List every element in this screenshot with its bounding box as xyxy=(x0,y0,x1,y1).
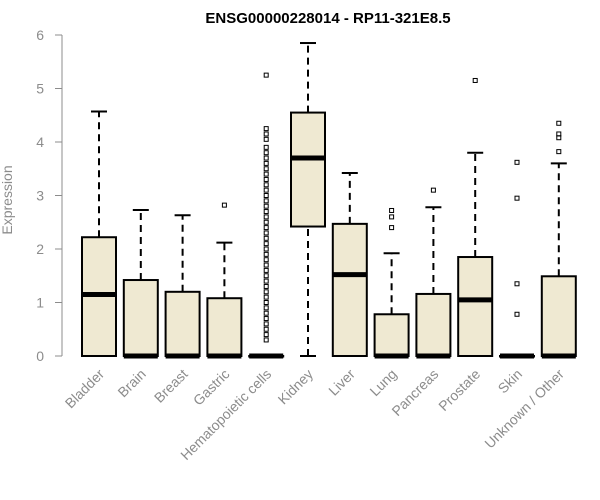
outlier-point xyxy=(263,219,269,225)
outlier-point xyxy=(263,160,269,166)
outlier-point xyxy=(263,310,269,316)
outlier-point xyxy=(263,273,269,279)
boxes-group xyxy=(81,42,577,359)
y-axis-label: Expression xyxy=(0,165,15,234)
box-rect xyxy=(457,256,494,357)
x-tick-label: Breast xyxy=(151,366,191,406)
box-rect xyxy=(415,292,452,358)
outlier-point xyxy=(263,150,269,156)
x-tick-label: Liver xyxy=(325,366,358,399)
outlier-point xyxy=(430,187,436,193)
outlier-point xyxy=(514,195,520,201)
outlier-point xyxy=(389,225,395,231)
y-tick-label: 4 xyxy=(36,134,44,150)
outlier-point xyxy=(263,235,269,241)
box-rect xyxy=(206,297,243,357)
x-tick-label: Skin xyxy=(495,366,526,397)
outlier-point xyxy=(263,230,269,236)
box-prostate xyxy=(457,77,494,357)
outlier-point xyxy=(263,203,269,209)
y-axis: 0 1 2 3 4 5 6 xyxy=(36,27,63,364)
y-tick-label: 2 xyxy=(36,241,44,257)
outlier-point xyxy=(263,214,269,220)
x-tick-label: Prostate xyxy=(435,366,483,414)
x-tick-label: Brain xyxy=(114,366,148,400)
outlier-point xyxy=(263,225,269,231)
outlier-point xyxy=(263,209,269,215)
outlier-point xyxy=(221,202,227,208)
outlier-point xyxy=(389,214,395,220)
box-bladder xyxy=(81,110,117,357)
outlier-point xyxy=(263,332,269,338)
box-pancreas xyxy=(415,187,452,359)
outlier-point xyxy=(263,267,269,273)
box-rect xyxy=(164,290,201,357)
outlier-point xyxy=(263,193,269,198)
y-tick-label: 0 xyxy=(36,348,44,364)
box-rect xyxy=(290,111,326,228)
outlier-point xyxy=(263,166,269,172)
outlier-point xyxy=(514,281,520,287)
x-tick-label: Kidney xyxy=(275,366,317,408)
outlier-point xyxy=(263,262,269,268)
y-tick-label: 1 xyxy=(36,295,44,311)
outlier-point xyxy=(263,182,269,188)
outlier-point xyxy=(263,337,269,343)
y-tick-label: 6 xyxy=(36,27,44,43)
outlier-point xyxy=(263,187,269,193)
box-rect xyxy=(331,222,368,357)
outlier-point xyxy=(263,278,269,284)
box-unknown-other xyxy=(540,120,577,359)
outlier-point xyxy=(263,126,269,132)
x-tick-label: Unknown / Other xyxy=(481,366,567,452)
outlier-point xyxy=(514,311,520,317)
box-hematopoietic-cells xyxy=(248,72,285,359)
outlier-point xyxy=(263,176,269,182)
outlier-point xyxy=(263,136,269,142)
outlier-point xyxy=(472,77,478,83)
outlier-point xyxy=(263,316,269,322)
outlier-point xyxy=(556,149,562,155)
outlier-point xyxy=(556,120,562,126)
outlier-point xyxy=(263,300,269,305)
outlier-point xyxy=(263,321,269,327)
box-liver xyxy=(331,172,368,357)
box-rect xyxy=(540,275,577,357)
outlier-point xyxy=(263,283,269,289)
box-rect xyxy=(373,313,410,357)
box-skin xyxy=(499,159,535,359)
chart-title: ENSG00000228014 - RP11-321E8.5 xyxy=(205,10,450,27)
box-breast xyxy=(164,214,201,359)
outlier-point xyxy=(263,241,269,247)
outlier-point xyxy=(263,155,269,161)
y-tick-label: 5 xyxy=(36,81,44,97)
outlier-point xyxy=(263,294,269,300)
outlier-point xyxy=(263,326,269,332)
outlier-point xyxy=(263,305,269,311)
x-tick-label: Bladder xyxy=(62,366,108,412)
outlier-point xyxy=(263,171,269,177)
box-kidney xyxy=(290,42,326,357)
outlier-point xyxy=(556,131,562,137)
outlier-point xyxy=(263,257,269,263)
outlier-point xyxy=(263,251,269,257)
y-tick-label: 3 xyxy=(36,188,44,204)
box-lung xyxy=(373,207,410,359)
outlier-point xyxy=(514,159,520,165)
box-brain xyxy=(122,208,159,359)
outlier-point xyxy=(263,72,269,78)
outlier-point xyxy=(263,246,269,252)
outlier-point xyxy=(263,144,269,150)
box-gastric xyxy=(206,202,243,359)
box-rect xyxy=(122,279,159,357)
x-tick-label: Lung xyxy=(366,366,399,399)
outlier-point xyxy=(263,198,269,204)
outlier-point xyxy=(263,289,269,295)
outlier-point xyxy=(263,131,269,137)
outlier-point xyxy=(389,207,395,213)
